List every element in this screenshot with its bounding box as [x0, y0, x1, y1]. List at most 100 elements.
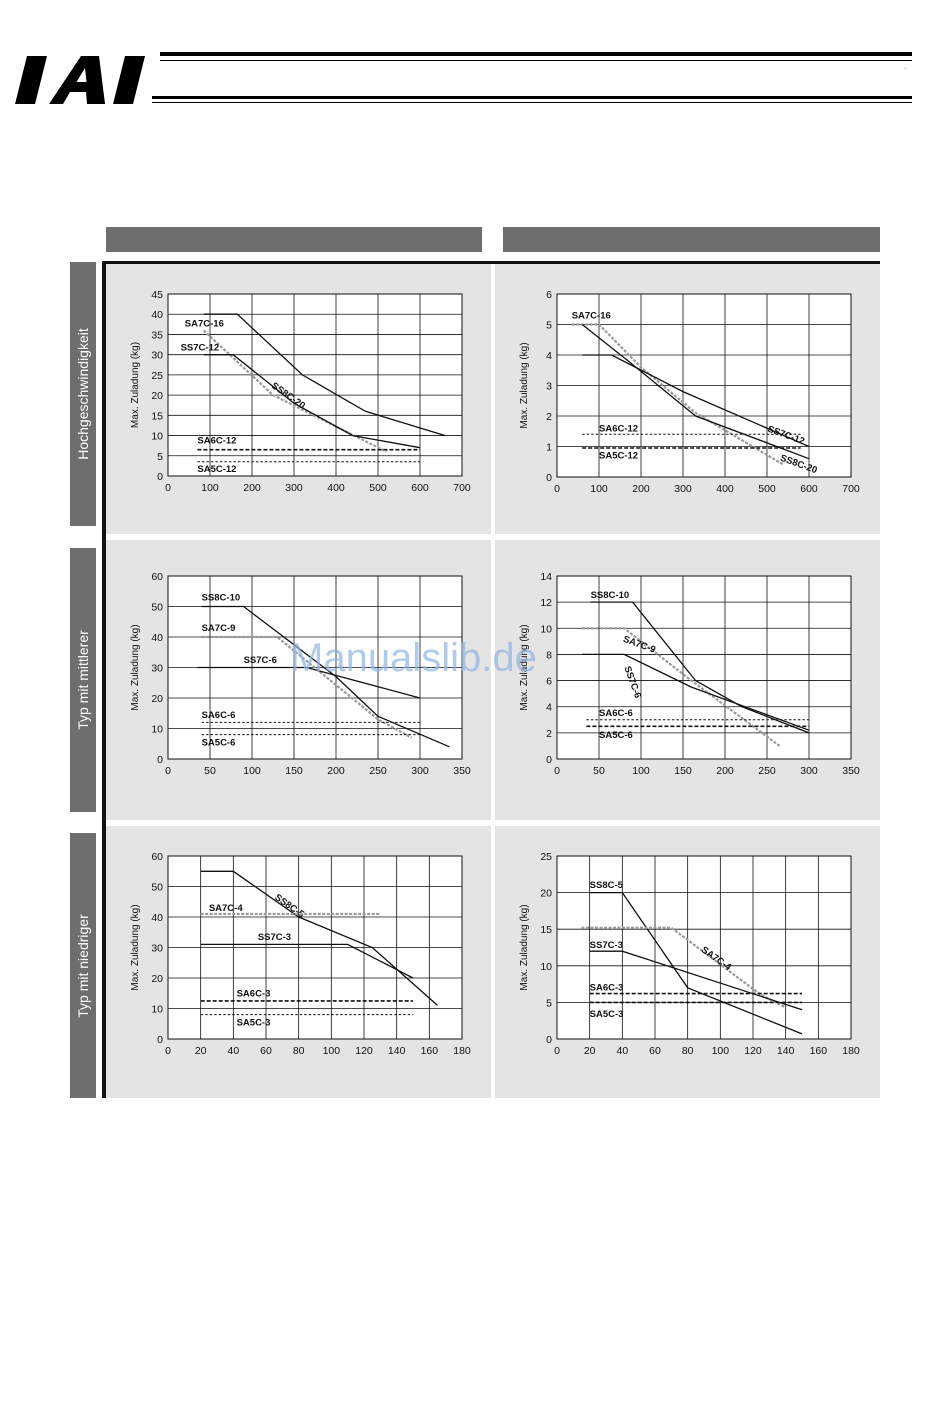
x-tick-label: 700 [453, 482, 471, 494]
series-line [203, 354, 421, 449]
chart-panel: 0 100 200 300 400 500 600 700 0 1 2 3 4 5 6 Max. Zuladu… [495, 264, 880, 534]
series-label: SA5C-12 [197, 464, 236, 475]
row-label-text: Hochgeschwindigkeit [75, 328, 91, 460]
series-label: SS7C-3 [590, 940, 623, 951]
x-tick-label: 0 [554, 765, 560, 777]
y-tick-label: 25 [151, 370, 163, 382]
y-tick-label: 0 [157, 1034, 163, 1046]
series-label: SA6C-6 [599, 708, 633, 719]
series-label: SA6C-3 [590, 983, 624, 994]
x-tick-label: 700 [842, 483, 860, 495]
column-header-right [503, 227, 880, 252]
series-label: SS8C-5 [590, 880, 624, 891]
y-tick-label: 45 [151, 289, 163, 301]
x-tick-label: 600 [411, 482, 429, 494]
iai-logo [15, 56, 146, 104]
header-rule-upper-thin [160, 60, 912, 61]
y-tick-label: 20 [151, 390, 163, 402]
x-tick-label: 180 [453, 1045, 471, 1057]
x-tick-label: 140 [777, 1045, 795, 1057]
chart-panel: 0 50 100 150 200 250 300 350 0 10 20 30 40 50 60 Max. Z… [106, 540, 491, 820]
chart-svg: 0 100 200 300 400 500 600 700 0 1 2 3 4 5 6 Max. Zuladu… [519, 289, 860, 495]
chart-svg: 0 20 40 60 80 100 120 140 160 180 0 5 10 15 20 25 Max. Z… [519, 851, 860, 1057]
x-tick-label: 400 [327, 482, 345, 494]
series-line [582, 653, 810, 731]
x-tick-label: 160 [810, 1045, 828, 1057]
x-tick-label: 200 [243, 482, 261, 494]
corner-mark: . [904, 62, 907, 71]
y-tick-label: 0 [546, 472, 552, 484]
y-tick-label: 20 [540, 888, 552, 900]
x-tick-label: 100 [632, 765, 650, 777]
y-tick-label: 20 [151, 693, 163, 705]
x-tick-label: 50 [204, 765, 216, 777]
series-label: SA6C-12 [599, 423, 638, 434]
series-label: SA5C-3 [237, 1017, 271, 1028]
x-tick-label: 400 [716, 483, 734, 495]
x-tick-label: 60 [260, 1045, 272, 1057]
x-tick-label: 600 [800, 483, 818, 495]
panel-left-rule [102, 262, 106, 1098]
x-tick-label: 150 [285, 765, 303, 777]
column-header-left [106, 227, 482, 252]
y-tick-label: 8 [546, 649, 552, 661]
chart-panel: 0 20 40 60 80 100 120 140 160 180 0 5 10 15 20 25 Max. Z… [495, 826, 880, 1098]
x-tick-label: 80 [293, 1045, 305, 1057]
y-axis-label: Max. Zuladung (kg) [519, 904, 530, 990]
y-tick-label: 60 [151, 571, 163, 583]
watermark: Manualslib.de [290, 636, 537, 680]
chart-svg: 0 100 200 300 400 500 600 700 0 5 10 15 20 25 30 35 40 45… [130, 289, 471, 494]
y-tick-label: 40 [151, 309, 163, 321]
series-label: SS7C-6 [244, 655, 277, 666]
series-line [200, 943, 414, 979]
plot-area [556, 855, 852, 1040]
y-tick-label: 50 [151, 602, 163, 614]
series-label: SA6C-12 [197, 436, 236, 447]
y-tick-label: 50 [151, 882, 163, 894]
x-tick-label: 20 [195, 1045, 207, 1057]
x-tick-label: 0 [554, 483, 560, 495]
y-axis-label: Max. Zuladung (kg) [130, 342, 141, 428]
x-tick-label: 200 [716, 765, 734, 777]
x-tick-label: 40 [227, 1045, 239, 1057]
y-tick-label: 10 [151, 1004, 163, 1016]
chart-svg: 0 50 100 150 200 250 300 350 0 10 20 30 40 50 60 Max. Z… [130, 571, 471, 777]
series-line [203, 313, 446, 437]
x-tick-label: 350 [453, 765, 471, 777]
series-label: SS7C-3 [258, 932, 291, 943]
y-tick-label: 4 [546, 702, 552, 714]
x-tick-label: 500 [758, 483, 776, 495]
y-tick-label: 0 [546, 1034, 552, 1046]
chart-svg: 0 20 40 60 80 100 120 140 160 180 0 10 20 30 40 50 60 Max… [130, 851, 471, 1057]
series-label: SA7C-16 [185, 318, 224, 329]
series-line [200, 870, 438, 1006]
y-axis-label: Max. Zuladung (kg) [519, 342, 530, 428]
x-tick-label: 100 [590, 483, 608, 495]
row-label-high-speed: Hochgeschwindigkeit [70, 262, 96, 526]
series-line [581, 323, 810, 460]
y-tick-label: 14 [540, 571, 552, 583]
x-tick-label: 350 [842, 765, 860, 777]
series-label: SA7C-9 [202, 623, 236, 634]
y-tick-label: 6 [546, 676, 552, 688]
y-tick-label: 5 [546, 997, 552, 1009]
y-axis-label: Max. Zuladung (kg) [130, 904, 141, 990]
y-tick-label: 40 [151, 912, 163, 924]
x-tick-label: 0 [165, 482, 171, 494]
y-tick-label: 30 [151, 350, 163, 362]
x-tick-label: 120 [744, 1045, 762, 1057]
x-tick-label: 40 [616, 1045, 628, 1057]
series-line [590, 601, 810, 734]
y-tick-label: 40 [151, 632, 163, 644]
series-label: SS7C-12 [181, 343, 220, 354]
y-tick-label: 10 [151, 724, 163, 736]
y-tick-label: 2 [546, 411, 552, 423]
x-tick-label: 300 [674, 483, 692, 495]
y-axis-label: Max. Zuladung (kg) [519, 624, 530, 710]
series-label: SA5C-6 [202, 737, 236, 748]
x-tick-label: 300 [285, 482, 303, 494]
y-tick-label: 5 [546, 320, 552, 332]
y-tick-label: 15 [540, 924, 552, 936]
series-label: SA6C-3 [237, 988, 271, 999]
y-tick-label: 10 [151, 431, 163, 443]
